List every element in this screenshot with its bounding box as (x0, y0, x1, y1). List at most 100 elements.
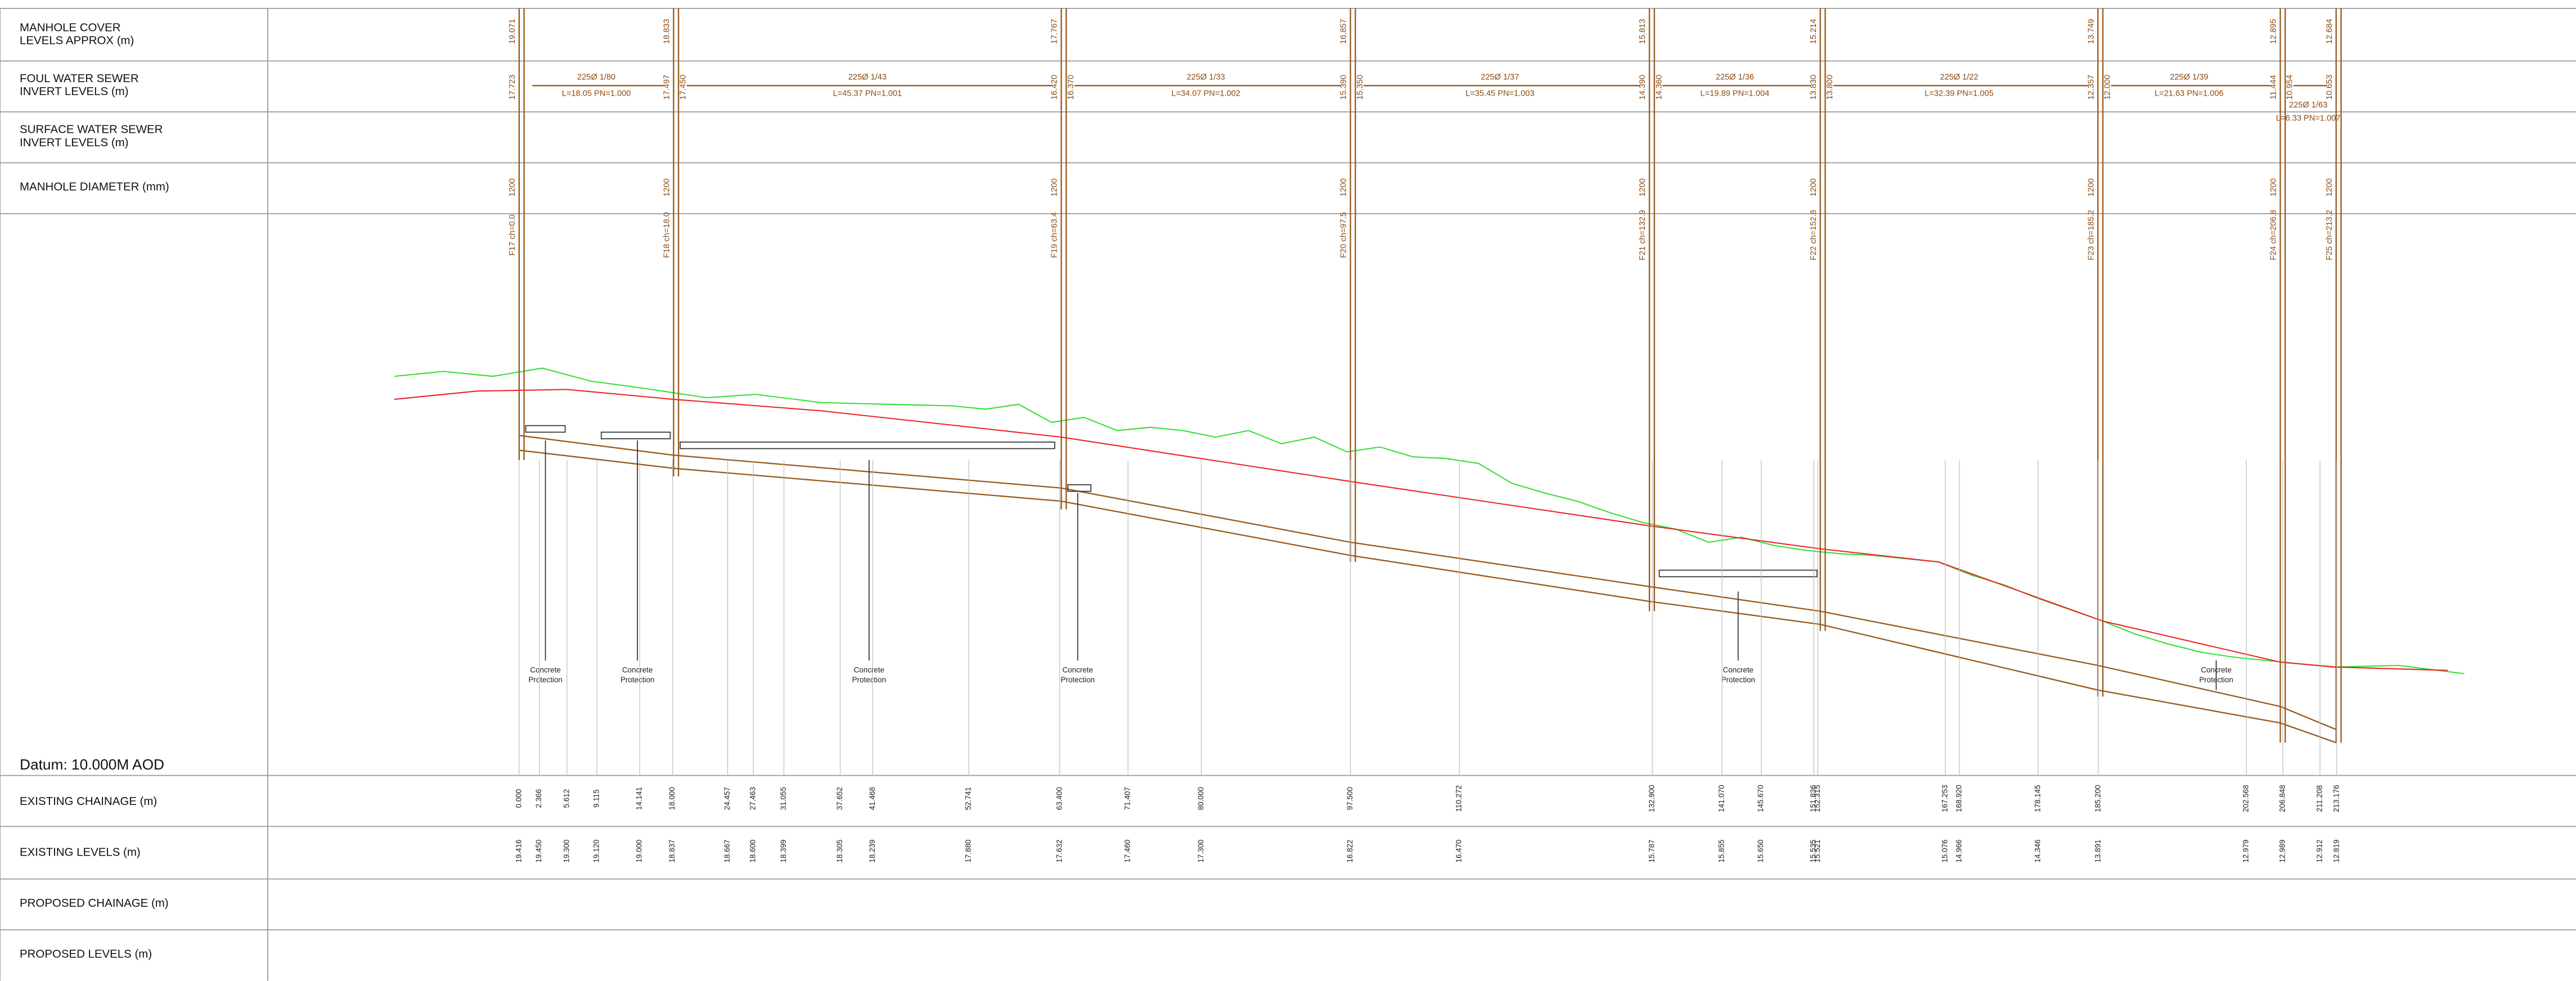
existing-chainage: 202.568 (2242, 785, 2250, 812)
invert-level: 17.497 (662, 75, 671, 100)
pipe-size: 225Ø 1/39 (2170, 73, 2208, 82)
cover-level: 19.071 (508, 19, 517, 44)
protection-label: Concrete (622, 665, 653, 674)
pipe-size: 225Ø 1/22 (1940, 73, 1978, 82)
existing-chainage: 206.848 (2278, 785, 2286, 812)
existing-level: 13.891 (2093, 839, 2102, 862)
existing-level: 15.650 (1756, 839, 1765, 862)
cover-level: 12.895 (2269, 19, 2278, 44)
row-label: INVERT LEVELS (m) (20, 85, 128, 98)
pipe-size: 225Ø 1/33 (1186, 73, 1225, 82)
pipe-info: L=34.07 PN=1.002 (1171, 89, 1240, 98)
existing-chainage: 213.176 (2332, 785, 2340, 812)
existing-level: 18.239 (868, 839, 876, 862)
existing-level: 19.000 (635, 839, 644, 862)
cover-level: 18.833 (662, 19, 671, 44)
manhole-diameter: 1200 (1638, 178, 1647, 196)
existing-chainage: 52.741 (964, 787, 973, 810)
invert-level: 17.723 (508, 75, 517, 100)
cover-level: 15.214 (1809, 19, 1818, 44)
table-grid (0, 8, 2576, 981)
manhole-name: F20 ch=97.5 (1339, 212, 1348, 258)
pipe-info: L=32.39 PN=1.005 (1925, 89, 1994, 98)
existing-chainage: 9.115 (592, 789, 601, 808)
existing-chainage: 145.670 (1756, 785, 1765, 812)
row-label: PROPOSED LEVELS (m) (20, 947, 152, 960)
row-label: PROPOSED CHAINAGE (m) (20, 897, 169, 910)
protection-label: Concrete (2201, 665, 2231, 674)
invert-level: 11.444 (2269, 75, 2278, 100)
protection-label: Protection (1721, 676, 1755, 684)
existing-chainage: 167.253 (1940, 785, 1949, 812)
protection-label: Concrete (1723, 665, 1753, 674)
existing-chainage: 24.457 (723, 787, 731, 810)
existing-level: 17.300 (1197, 839, 1205, 862)
manhole-diameter: 1200 (508, 178, 517, 196)
proposed-ground (394, 389, 2448, 671)
pipe-size: 225Ø 1/37 (1481, 73, 1519, 82)
existing-chainage: 37.652 (835, 787, 844, 810)
row-label: Datum: 10.000M AOD (20, 756, 164, 773)
invert-level: 12.357 (2087, 75, 2096, 100)
invert-level: 10.954 (2286, 75, 2295, 100)
existing-chainage: 152.315 (1813, 785, 1822, 812)
existing-level: 17.632 (1055, 839, 1063, 862)
pipe-size: 225Ø 1/36 (1716, 73, 1754, 82)
existing-level: 12.819 (2332, 839, 2340, 862)
manhole-name: F23 ch=185.2 (2087, 210, 2096, 260)
manhole-name: F19 ch=63.4 (1050, 212, 1059, 258)
manhole-name: F18 ch=18.0 (662, 212, 671, 258)
existing-level: 18.305 (835, 839, 844, 862)
cover-level: 17.767 (1050, 19, 1059, 44)
row-label: FOUL WATER SEWER (20, 72, 139, 85)
existing-chainage: 71.407 (1123, 787, 1132, 810)
manhole-diameter: 1200 (662, 178, 671, 196)
existing-chainage: 141.070 (1717, 785, 1725, 812)
existing-level: 12.979 (2242, 839, 2250, 862)
existing-level: 12.912 (2315, 839, 2323, 862)
existing-level: 18.600 (749, 839, 757, 862)
manhole-diameter: 1200 (1339, 178, 1348, 196)
invert-level: 12.000 (2103, 75, 2112, 100)
row-label: MANHOLE DIAMETER (mm) (20, 181, 169, 194)
invert-level: 13.800 (1826, 75, 1835, 100)
existing-chainage: 14.141 (635, 787, 644, 810)
existing-chainage: 97.500 (1346, 787, 1354, 810)
protection-label: Concrete (854, 665, 884, 674)
pipe-size: 225Ø 1/63 (2289, 101, 2327, 110)
existing-level: 17.460 (1123, 839, 1132, 862)
protection-label: Concrete (530, 665, 560, 674)
invert-level: 15.350 (1356, 75, 1365, 100)
existing-chainage: 31.055 (779, 787, 788, 810)
pipe-info: L=19.89 PN=1.004 (1701, 89, 1770, 98)
invert-level: 16.370 (1067, 75, 1076, 100)
existing-chainage: 132.900 (1648, 785, 1656, 812)
existing-level: 15.855 (1717, 839, 1725, 862)
existing-level: 18.399 (779, 839, 788, 862)
existing-chainage: 5.612 (562, 789, 570, 808)
protection-label: Protection (621, 676, 654, 684)
existing-level: 18.667 (723, 839, 731, 862)
protection-slab (600, 431, 671, 439)
protection-label: Protection (1060, 676, 1094, 684)
existing-level: 16.470 (1455, 839, 1463, 862)
protection-label: Protection (2199, 676, 2233, 684)
existing-level: 15.076 (1940, 839, 1949, 862)
existing-level: 15.787 (1648, 839, 1656, 862)
protection-slab (525, 425, 566, 433)
manhole-diameter: 1200 (1809, 178, 1818, 196)
manhole-name: F24 ch=206.8 (2269, 210, 2278, 260)
existing-chainage: 151.836 (1809, 785, 1818, 812)
existing-chainage: 80.000 (1197, 787, 1205, 810)
cover-level: 12.684 (2325, 19, 2334, 44)
existing-level: 19.300 (562, 839, 570, 862)
manhole-diameter: 1200 (2325, 178, 2334, 196)
protection-slab (680, 441, 1055, 449)
manhole-name: F25 ch=213.2 (2325, 210, 2334, 260)
manhole-name: F22 ch=152.8 (1809, 210, 1818, 260)
existing-chainage: 185.200 (2093, 785, 2102, 812)
row-label: SURFACE WATER SEWER (20, 123, 163, 136)
existing-level: 17.880 (964, 839, 973, 862)
invert-level: 14.360 (1655, 75, 1664, 100)
